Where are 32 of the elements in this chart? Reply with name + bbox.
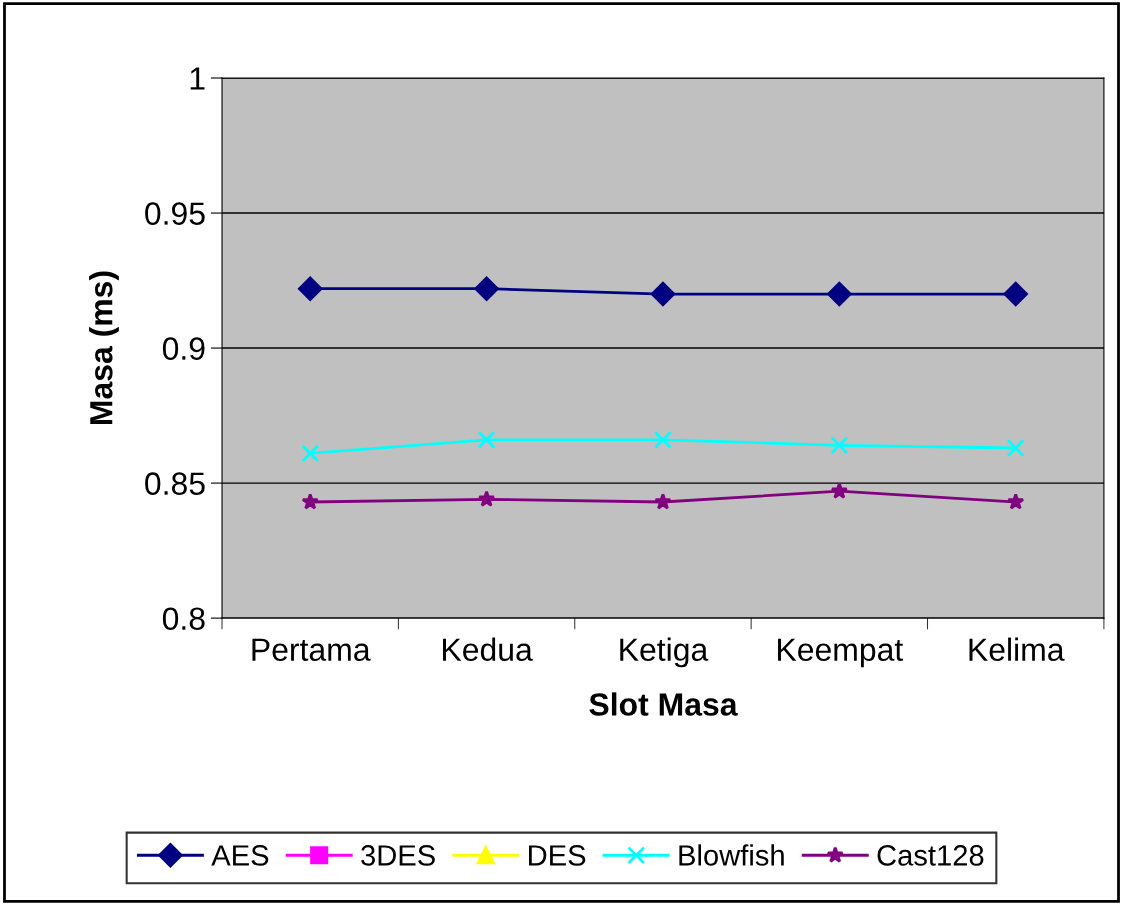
y-tick-label: 0.85 bbox=[145, 472, 205, 495]
y-tick-label: 0.95 bbox=[145, 202, 205, 225]
point bbox=[653, 430, 672, 449]
legend-label: 3DES bbox=[361, 845, 435, 866]
point bbox=[650, 281, 676, 307]
point bbox=[298, 276, 323, 301]
point bbox=[474, 276, 499, 301]
x-axis-title: Slot Masa bbox=[589, 692, 738, 716]
point bbox=[1003, 281, 1028, 307]
x-tick-label: Ketiga bbox=[620, 637, 709, 668]
point bbox=[301, 492, 319, 510]
legend-label: Blowfish bbox=[679, 844, 784, 866]
point bbox=[301, 444, 320, 463]
y-tick-label: 0.9 bbox=[162, 337, 205, 360]
y-tick-label: 1 bbox=[190, 67, 205, 90]
legend-label: Cast128 bbox=[877, 845, 984, 866]
point bbox=[477, 490, 496, 507]
x-tick-label: Keempat bbox=[778, 638, 904, 668]
point bbox=[830, 482, 848, 499]
x-tick-label: Pertama bbox=[252, 638, 371, 662]
point bbox=[827, 281, 852, 307]
y-tick-label: 0.8 bbox=[162, 607, 205, 630]
point bbox=[1007, 492, 1025, 510]
point bbox=[654, 492, 672, 510]
legend-label: DES bbox=[529, 845, 586, 866]
x-tick-label: Kedua bbox=[443, 637, 533, 662]
point bbox=[830, 436, 849, 455]
point bbox=[1006, 438, 1025, 458]
legend-label: AES bbox=[211, 845, 269, 866]
x-tick-label: Kelima bbox=[969, 637, 1065, 662]
y-axis-title: Masa (ms) bbox=[89, 271, 119, 425]
point bbox=[477, 430, 496, 449]
